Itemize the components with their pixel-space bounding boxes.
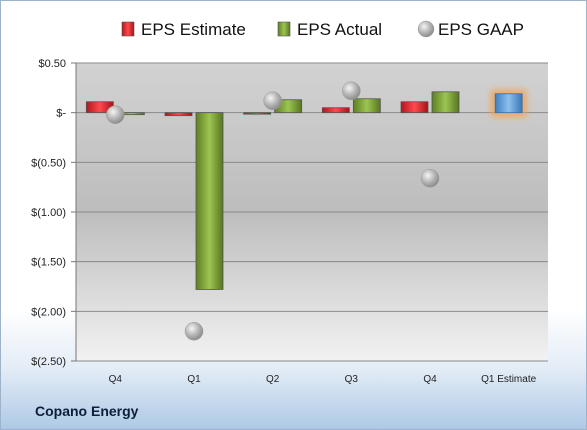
eps-actual-bar [431, 91, 460, 114]
x-tick-label: Q1 [187, 374, 201, 385]
eps-actual-bar [195, 112, 224, 290]
x-tick-label: Q3 [345, 374, 359, 385]
eps-gaap-marker [184, 321, 204, 341]
y-tick-label: $(1.00) [31, 207, 66, 219]
x-axis-ticks: Q4 Q1 Q2 Q3 Q4 Q1 Estimate [109, 374, 537, 385]
y-tick-label: $- [56, 108, 66, 120]
eps-estimate-bar [243, 112, 272, 115]
eps-estimate-bar [400, 101, 429, 114]
y-axis-ticks: $0.50 $- $(0.50) $(1.00) $(1.50) $(2.00) $(2.5… [31, 58, 77, 368]
eps-gaap-marker [263, 91, 282, 110]
eps-actual-legend-label: EPS Actual [297, 20, 382, 39]
eps-estimate-bar [321, 107, 350, 114]
grid [76, 62, 548, 362]
eps-gaap-marker [420, 168, 440, 188]
gaap-markers [106, 81, 440, 341]
x-tick-label: Q2 [266, 374, 280, 385]
legend: EPS Estimate EPS Actual EPS GAAP [121, 20, 524, 39]
eps-actual-bar [352, 98, 381, 114]
y-tick-label: $0.50 [38, 58, 66, 70]
y-tick-label: $(2.50) [31, 356, 66, 368]
y-tick-label: $(0.50) [31, 157, 66, 169]
eps-gaap-legend-swatch [417, 20, 435, 38]
eps-estimate-legend-label: EPS Estimate [141, 20, 246, 39]
x-tick-label: Q4 [109, 374, 123, 385]
eps-gaap-legend-label: EPS GAAP [438, 20, 524, 39]
y-tick-label: $(2.00) [31, 306, 66, 318]
x-tick-label: Q1 Estimate [481, 374, 536, 385]
company-name: Copano Energy [35, 403, 139, 419]
bars [85, 89, 527, 290]
eps-gaap-marker [106, 105, 125, 124]
eps-estimate-bar [164, 112, 193, 117]
eps-gaap-marker [342, 81, 361, 101]
y-tick-label: $(1.50) [31, 257, 66, 269]
x-tick-label: Q4 [423, 374, 437, 385]
eps-estimate-forecast-bar [494, 93, 523, 114]
eps-estimate-legend-swatch [121, 21, 135, 37]
eps-actual-legend-swatch [277, 21, 291, 37]
